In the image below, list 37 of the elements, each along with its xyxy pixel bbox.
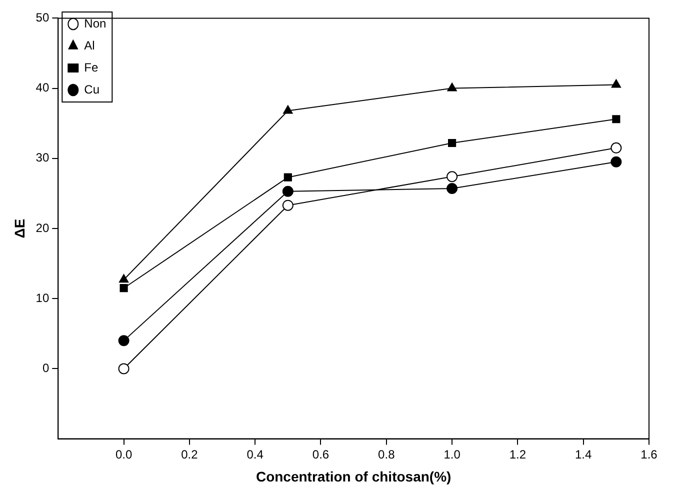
x-tick-label: 0.2 bbox=[181, 447, 198, 462]
y-axis-title: ΔE bbox=[11, 218, 28, 238]
x-tick-label: 1.0 bbox=[444, 447, 461, 462]
point bbox=[282, 200, 294, 211]
x-tick-label: 0.8 bbox=[378, 447, 396, 462]
x-axis-title: Concentration of chitosan(%) bbox=[256, 468, 452, 484]
x-tick-label: 1.6 bbox=[640, 447, 658, 462]
point bbox=[118, 274, 129, 283]
point bbox=[282, 186, 294, 197]
legend-label: Non bbox=[84, 16, 106, 30]
point bbox=[284, 173, 292, 182]
point bbox=[610, 142, 622, 154]
x-tick-label: 1.4 bbox=[575, 447, 592, 462]
point bbox=[612, 115, 620, 124]
y-tick-label: 20 bbox=[36, 220, 50, 235]
x-tick-label: 0.6 bbox=[312, 447, 330, 462]
legend-label: Cu bbox=[84, 82, 100, 96]
y-tick-label: 50 bbox=[36, 10, 50, 25]
legend-label: Fe bbox=[84, 60, 98, 74]
point bbox=[283, 105, 293, 114]
point bbox=[610, 156, 622, 168]
point bbox=[448, 138, 456, 148]
x-tick-label: 0.4 bbox=[246, 447, 264, 462]
point bbox=[120, 284, 128, 292]
x-tick-label: 0.0 bbox=[115, 447, 132, 462]
x-tick-label: 1.2 bbox=[509, 447, 526, 462]
point bbox=[446, 183, 458, 194]
legend-label: Al bbox=[84, 38, 95, 52]
y-tick-label: 10 bbox=[36, 290, 50, 305]
y-tick-label: 30 bbox=[36, 150, 50, 165]
y-tick-label: 0 bbox=[42, 361, 50, 376]
point bbox=[611, 79, 622, 88]
point bbox=[118, 363, 130, 374]
point bbox=[446, 171, 458, 182]
point bbox=[118, 335, 130, 346]
y-tick-label: 40 bbox=[36, 80, 50, 95]
point bbox=[447, 82, 457, 92]
